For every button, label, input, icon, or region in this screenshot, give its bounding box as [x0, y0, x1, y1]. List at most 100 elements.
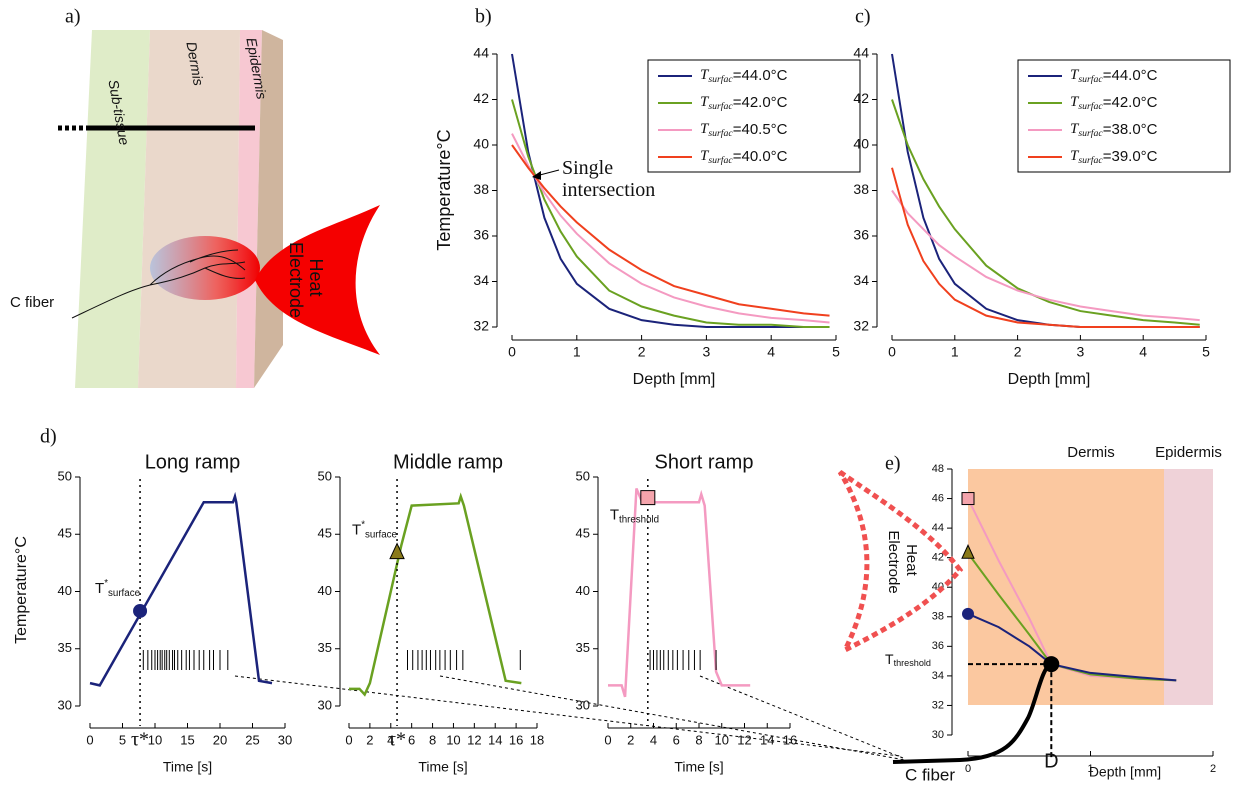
x-tick-label: 6	[408, 732, 415, 747]
y-tick-label: 32	[473, 318, 489, 334]
y-tick-label: 45	[576, 526, 590, 541]
panel-label: e)	[885, 453, 901, 475]
y-tick-label: 44	[473, 45, 489, 61]
y-tick-label: 38	[473, 181, 489, 197]
x-tick-label: 1	[573, 344, 581, 360]
y-tick-label: 40	[58, 583, 72, 598]
x-tick-label: 3	[1077, 344, 1085, 360]
x-tick-label: 2	[366, 732, 373, 747]
electrode-label: Heat Electrode	[885, 530, 920, 593]
marker	[640, 490, 656, 506]
x-tick-label: 10	[148, 732, 162, 747]
x-tick-label: 16	[783, 732, 797, 747]
fiber-label: C fiber	[905, 765, 955, 784]
heat-electrode	[255, 205, 380, 355]
y-tick-label: 42	[932, 552, 944, 564]
fiber-label: C fiber	[10, 294, 54, 311]
y-tick-label: 36	[932, 640, 944, 652]
x-tick-label: 15	[180, 732, 194, 747]
x-tick-label: 2	[627, 732, 634, 747]
panel-label: b)	[475, 6, 492, 28]
region-label: Dermis	[1067, 444, 1115, 461]
chart-title: Short ramp	[655, 451, 754, 473]
arrow-head	[532, 171, 541, 180]
panel-label: a)	[65, 6, 81, 28]
x-tick-label: 5	[119, 732, 126, 747]
panel-label: d)	[40, 426, 57, 448]
threshold-label: Tthreshold	[885, 651, 931, 669]
x-axis-label: Time [s]	[418, 759, 467, 775]
x-tick-label: 0	[345, 732, 352, 747]
x-tick-label: 2	[1014, 344, 1022, 360]
y-tick-label: 44	[853, 45, 869, 61]
x-tick-label: 2	[638, 344, 646, 360]
annotation: Single intersection	[562, 157, 655, 201]
series-line	[511, 99, 830, 328]
threshold-point	[1043, 656, 1060, 673]
y-tick-label: 50	[576, 468, 590, 483]
epidermis-layer	[236, 30, 262, 388]
x-tick-label: 18	[530, 732, 544, 747]
legend-label: Tsurfac=40.0°C	[700, 148, 788, 166]
x-tick-label: 30	[278, 732, 292, 747]
x-tick-label: 4	[387, 732, 394, 747]
chart-title: Long ramp	[145, 451, 241, 473]
y-tick-label: 36	[473, 227, 489, 243]
time-label: τ*	[131, 729, 149, 751]
time-label: τ*	[388, 729, 406, 751]
skin-illustration: a) Sub-tissue Dermis Epidermis Heat Elec…	[10, 6, 380, 388]
legend-label: Tsurfac=40.5°C	[700, 121, 788, 139]
x-tick-label: 16	[509, 732, 523, 747]
y-tick-label: 48	[932, 463, 944, 475]
x-tick-label: 10	[715, 732, 729, 747]
y-tick-label: 35	[58, 640, 72, 655]
y-axis-label: Temperature°C	[13, 536, 30, 644]
legend-label: Tsurfac=44.0°C	[1070, 67, 1158, 85]
marker	[133, 603, 148, 618]
chart-title: Middle ramp	[393, 451, 503, 473]
marker	[961, 544, 975, 559]
legend-box	[647, 59, 861, 173]
y-tick-label: 45	[318, 526, 332, 541]
series-line	[891, 189, 1200, 322]
y-tick-label: 30	[318, 697, 332, 712]
x-tick-label: 5	[832, 344, 840, 360]
x-axis-label: Time [s]	[674, 759, 723, 775]
y-tick-label: 50	[58, 468, 72, 483]
y-tick-label: 40	[318, 583, 332, 598]
x-axis-label: Depth [mm]	[633, 371, 716, 388]
x-tick-label: 8	[429, 732, 436, 747]
layer-label: Dermis	[183, 40, 206, 86]
series-line	[608, 487, 751, 698]
y-tick-label: 46	[932, 492, 944, 504]
connector	[699, 675, 904, 759]
y-tick-label: 40	[853, 136, 869, 152]
series-line	[349, 492, 522, 697]
x-tick-label: 12	[737, 732, 751, 747]
marker	[962, 607, 974, 620]
marker-label: Tthreshold	[610, 507, 659, 526]
x-tick-label: 0	[86, 732, 93, 747]
depth-label: D	[1044, 750, 1058, 772]
series-line	[511, 133, 830, 324]
x-tick-label: 0	[965, 763, 971, 775]
x-tick-label: 0	[508, 344, 516, 360]
y-tick-label: 42	[853, 90, 869, 106]
series-line	[511, 144, 830, 317]
series-line	[891, 99, 1200, 326]
sub-tissue-layer	[75, 30, 150, 388]
x-tick-label: 14	[760, 732, 774, 747]
series-line	[891, 167, 1200, 328]
x-tick-label: 12	[467, 732, 481, 747]
marker	[389, 542, 405, 560]
y-tick-label: 40	[473, 136, 489, 152]
connector	[234, 675, 901, 757]
y-tick-label: 34	[853, 272, 869, 288]
legend-label: Tsurfac=42.0°C	[1070, 94, 1158, 112]
x-tick-label: 20	[213, 732, 227, 747]
x-tick-label: 3	[703, 344, 711, 360]
region-label: Epidermis	[1155, 444, 1222, 461]
x-tick-label: 2	[1210, 763, 1216, 775]
y-tick-label: 42	[473, 90, 489, 106]
